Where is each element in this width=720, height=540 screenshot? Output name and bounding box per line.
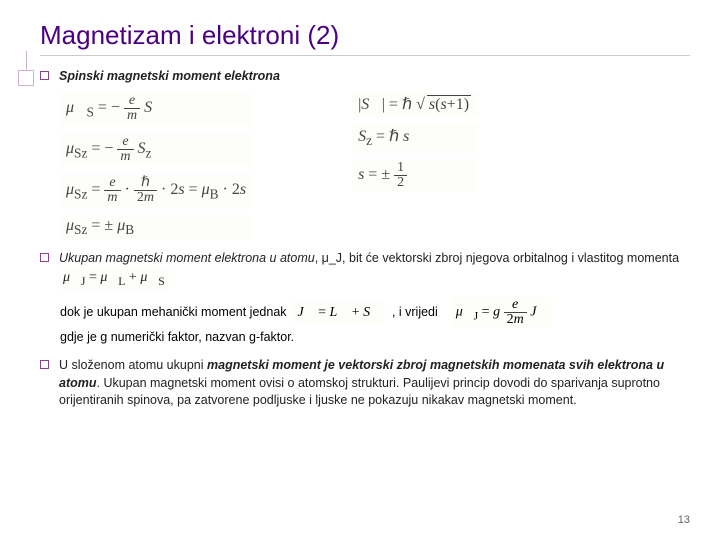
bullet-3: U složenom atomu ukupni magnetski moment… [40, 357, 690, 410]
formula-sval: s = ± 12 [352, 159, 477, 192]
inline-J: J⃗ = L⃗ + S⃗ [293, 301, 385, 324]
formula-muS: μ⃗S = − em S⃗ [60, 92, 252, 125]
formula-area-1: μ⃗S = − em S⃗ μSz = − em Sz μSz = em · ℏ… [60, 92, 690, 240]
page-title: Magnetizam i elektroni (2) [40, 20, 690, 56]
inline-muJ: μ⃗J = μ⃗L + μ⃗S [59, 267, 169, 291]
bullet-icon [40, 253, 49, 262]
bullet-2-text: Ukupan magnetski moment elektrona u atom… [59, 250, 690, 292]
bullet-2: Ukupan magnetski moment elektrona u atom… [40, 250, 690, 292]
subline1b: , i vrijedi [392, 305, 438, 319]
formula-Sz: Sz = ℏ s [352, 124, 477, 151]
bullet-icon [40, 360, 49, 369]
bullet-icon [40, 71, 49, 80]
slide-content: Magnetizam i elektroni (2) Spinski magne… [0, 0, 720, 426]
formula-muSz3: μSz = ± μB [60, 215, 252, 240]
formula-muSz2: μSz = em · ℏ2m · 2s = μB · 2s [60, 174, 252, 207]
page-number: 13 [678, 514, 690, 526]
bullet-1: Spinski magnetski moment elektrona [40, 68, 690, 86]
formula-left-col: μ⃗S = − em S⃗ μSz = − em Sz μSz = em · ℏ… [60, 92, 252, 240]
slide-decor [18, 70, 34, 86]
bullet-1-text: Spinski magnetski moment elektrona [59, 68, 690, 86]
subline1a: dok je ukupan mehanički moment jednak [60, 305, 287, 319]
bullet-3-text: U složenom atomu ukupni magnetski moment… [59, 357, 690, 410]
b3a: U složenom atomu ukupni [59, 358, 207, 372]
formula-right-col: |S⃗| = ℏ √s(s+1) Sz = ℏ s s = ± 12 [352, 92, 477, 240]
formula-muSz1: μSz = − em Sz [60, 133, 252, 166]
b3c: . Ukupan magnetski moment ovisi o atomsk… [59, 376, 660, 408]
bullet-2-sub: dok je ukupan mehanički moment jednak J⃗… [60, 297, 690, 347]
formula-Sabs: |S⃗| = ℏ √s(s+1) [352, 92, 477, 116]
subline2: gdje je g numerički faktor, nazvan g-fak… [60, 330, 294, 344]
inline-muJg: μ⃗J = g e2m J⃗ [452, 297, 552, 328]
bullet2-mid: , μ_J, bit će vektorski zbroj njegova or… [315, 251, 679, 265]
bullet2-pre: Ukupan magnetski moment elektrona u atom… [59, 251, 315, 265]
